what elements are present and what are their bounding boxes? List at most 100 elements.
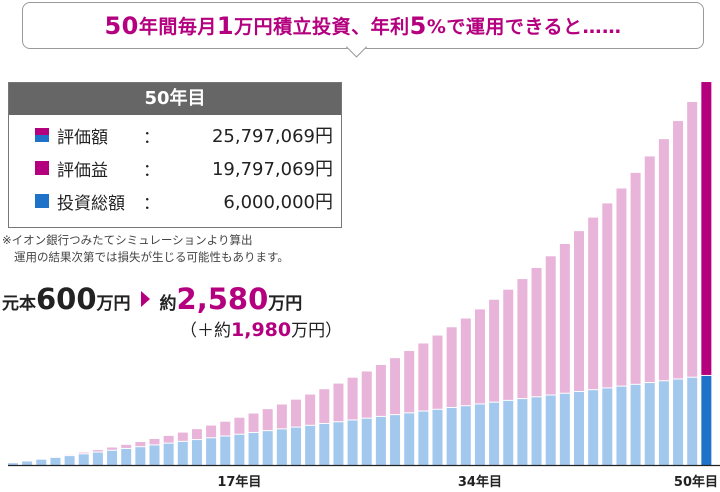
legend-value: 6,000,000円 — [223, 192, 333, 213]
summary: 元本600万円 約2,580万円 — [2, 282, 302, 316]
bar-gain-year-27 — [375, 364, 386, 416]
summary-total: 2,580 — [176, 282, 269, 316]
bar-gain-year-40 — [559, 244, 570, 393]
arrow-right-icon — [140, 291, 150, 307]
bar-principal-year-21 — [291, 427, 301, 465]
bar-gain-year-20 — [276, 404, 287, 429]
bar-gain-year-23 — [319, 389, 330, 424]
bar-principal-year-14 — [191, 440, 202, 465]
bar-gain-year-21 — [291, 399, 301, 427]
bar-principal-year-4 — [50, 457, 61, 465]
bar-principal-year-15 — [206, 438, 217, 465]
bar-principal-year-40 — [559, 393, 570, 465]
bar-principal-year-25 — [347, 420, 358, 465]
bar-gain-year-48 — [673, 121, 684, 379]
bar-gain-year-28 — [390, 358, 401, 415]
bar-principal-year-48 — [673, 379, 684, 465]
bar-principal-year-42 — [588, 390, 599, 465]
summary-label: 約 — [159, 294, 177, 314]
bar-principal-year-10 — [135, 447, 146, 465]
bar-principal-year-46 — [644, 383, 655, 465]
bar-principal-year-50 — [701, 375, 712, 465]
bar-principal-year-12 — [163, 443, 174, 465]
bar-gain-year-30 — [418, 343, 429, 411]
legend-label: 評価額 — [57, 127, 108, 148]
legend-colon: ： — [143, 193, 160, 214]
bar-gain-year-36 — [503, 289, 514, 400]
bar-gain-year-8 — [107, 447, 118, 450]
bar-principal-year-30 — [418, 411, 429, 465]
bar-gain-year-9 — [121, 444, 132, 448]
title-years: 50 — [104, 11, 139, 40]
title-text: %で運用できると…… — [426, 16, 622, 38]
legend-value: 25,797,069円 — [211, 126, 333, 147]
bar-principal-year-27 — [375, 416, 386, 465]
bar-principal-year-37 — [517, 399, 528, 465]
bar-gain-year-10 — [135, 441, 146, 447]
bar-principal-year-31 — [432, 409, 443, 465]
bar-principal-year-18 — [248, 432, 259, 465]
bar-gain-year-17 — [234, 417, 245, 434]
bar-principal-year-11 — [149, 445, 160, 465]
bar-gain-year-6 — [78, 452, 89, 454]
bar-principal-year-6 — [78, 454, 89, 465]
bar-gain-year-18 — [248, 413, 259, 432]
summary-principal: 600 — [36, 282, 97, 316]
summary-label: 元本 — [2, 294, 36, 314]
bar-principal-year-28 — [390, 415, 401, 465]
legend-box: 50年目 評価額 ： 25,797,069円 評価益 ： 19,797,069円… — [8, 82, 342, 228]
bar-principal-year-13 — [177, 441, 188, 465]
bar-principal-year-7 — [92, 452, 103, 465]
bar-principal-year-43 — [602, 388, 613, 465]
x-tick-label: 34年目 — [458, 474, 502, 490]
note-line: ※イオン銀行つみたてシミュレーションより算出 — [2, 233, 253, 247]
bar-gain-year-31 — [432, 335, 443, 409]
bar-gain-year-47 — [658, 139, 669, 381]
x-tick-label: 17年目 — [217, 474, 261, 490]
disclaimer-note: ※イオン銀行つみたてシミュレーションより算出 運用の結果次第では損失が生じる可能… — [2, 232, 289, 266]
bar-gain-year-42 — [588, 217, 599, 390]
bar-principal-year-1 — [8, 463, 18, 465]
bar-principal-year-32 — [446, 407, 457, 465]
bar-principal-year-26 — [361, 418, 372, 465]
legend-row-gain: 評価益 ： 19,797,069円 — [35, 156, 333, 181]
bar-gain-year-29 — [404, 350, 415, 413]
bar-gain-year-33 — [460, 318, 471, 406]
bar-principal-year-20 — [276, 429, 287, 465]
bar-gain-year-49 — [687, 102, 698, 377]
bar-gain-year-11 — [149, 439, 160, 445]
bar-gain-year-12 — [163, 435, 174, 443]
bar-principal-year-34 — [474, 404, 485, 465]
bar-principal-year-49 — [687, 377, 698, 465]
bar-principal-year-22 — [305, 425, 316, 465]
legend-colon: ： — [143, 160, 160, 181]
bar-gain-year-46 — [644, 156, 655, 383]
bar-gain-year-26 — [361, 371, 372, 418]
summary-gain: （＋約1,980万円） — [180, 316, 342, 341]
bar-principal-year-33 — [460, 406, 471, 465]
bar-principal-year-9 — [121, 448, 132, 465]
bar-principal-year-2 — [22, 461, 33, 465]
legend-swatch-gain — [35, 161, 49, 175]
bar-principal-year-16 — [220, 436, 231, 465]
legend-label: 評価益 — [57, 160, 108, 181]
bar-gain-year-37 — [517, 279, 528, 399]
legend-swatch-principal — [35, 194, 49, 208]
bar-gain-year-19 — [262, 409, 273, 431]
legend-value: 19,797,069円 — [211, 159, 333, 180]
bar-gain-year-41 — [574, 231, 584, 391]
bar-gain-year-43 — [602, 203, 613, 388]
legend-row-valuation: 評価額 ： 25,797,069円 — [35, 123, 333, 148]
bar-principal-year-47 — [658, 381, 669, 465]
note-line: 運用の結果次第では損失が生じる可能性もあります。 — [14, 250, 289, 264]
bar-gain-year-25 — [347, 377, 358, 420]
legend-label: 投資総額 — [57, 193, 125, 214]
title-amount: 1 — [216, 11, 235, 40]
summary-gain-prefix: （＋約 — [180, 321, 231, 341]
title-text: 年間毎月 — [138, 16, 217, 38]
legend-colon: ： — [143, 127, 160, 148]
bar-gain-year-35 — [489, 299, 500, 402]
bar-gain-year-45 — [630, 172, 641, 384]
legend-row-principal: 投資総額 ： 6,000,000円 — [35, 189, 333, 214]
